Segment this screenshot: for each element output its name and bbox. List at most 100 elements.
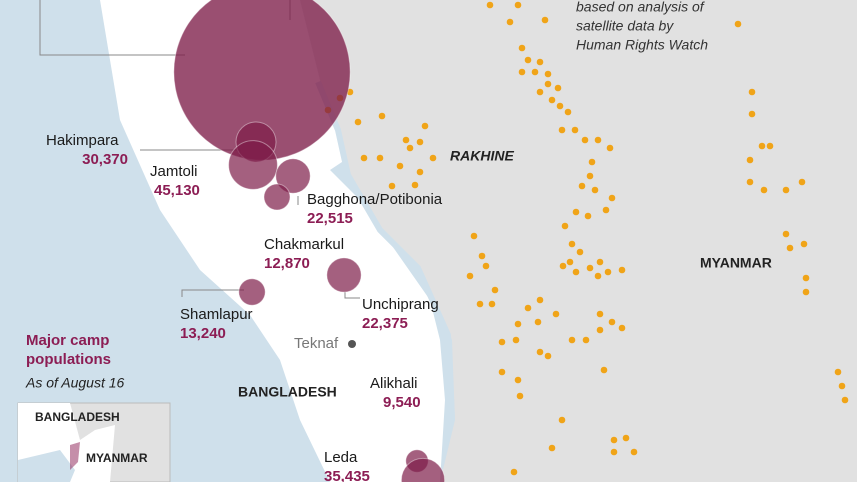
burned-village [746, 156, 754, 164]
burned-village [566, 258, 574, 266]
burned-village [568, 240, 576, 248]
burned-village [581, 136, 589, 144]
burned-village [518, 44, 526, 52]
burned-village [476, 300, 484, 308]
burned-village [576, 248, 584, 256]
burned-village [360, 154, 368, 162]
burned-village [416, 168, 424, 176]
camp-name: Shamlapur [180, 306, 253, 323]
burned-village [618, 324, 626, 332]
burned-village [582, 336, 590, 344]
burned-village [558, 126, 566, 134]
camp-population: 35,435 [324, 468, 370, 482]
burned-village [618, 266, 626, 274]
camp-population: 30,370 [82, 151, 128, 168]
camp-name: Bagghona/Potibonia [307, 191, 443, 208]
burned-village [552, 310, 560, 318]
burned-village [600, 366, 608, 374]
burned-village [536, 296, 544, 304]
burned-village [572, 268, 580, 276]
inset-area [70, 442, 80, 470]
burned-village [346, 88, 354, 96]
burned-village [802, 288, 810, 296]
burned-village [606, 144, 614, 152]
burned-village [376, 154, 384, 162]
burned-village [548, 96, 556, 104]
burned-village [514, 376, 522, 384]
burned-village [568, 336, 576, 344]
burned-village [748, 110, 756, 118]
burned-village [596, 310, 604, 318]
burned-village [541, 16, 549, 24]
camp-name: Hakimpara [46, 132, 119, 149]
burned-village [516, 392, 524, 400]
burned-village [506, 18, 514, 26]
burned-village [630, 448, 638, 456]
camp-bubble [238, 278, 266, 306]
region-label: RAKHINE [450, 148, 514, 164]
burned-village [478, 252, 486, 260]
legend-title: populations [26, 351, 111, 368]
burned-village [531, 68, 539, 76]
burned-village [594, 272, 602, 280]
burned-village [406, 144, 414, 152]
burned-village [564, 108, 572, 116]
burned-village [491, 286, 499, 294]
burned-village [554, 84, 562, 92]
burned-village [544, 80, 552, 88]
burned-village [838, 382, 846, 390]
burned-village [591, 186, 599, 194]
burned-village [482, 262, 490, 270]
burned-village [578, 182, 586, 190]
burned-village [556, 102, 564, 110]
burned-village [402, 136, 410, 144]
burned-village [378, 112, 386, 120]
legend-subtitle: As of August 16 [25, 375, 125, 391]
burned-village [536, 348, 544, 356]
burned-village [561, 222, 569, 230]
burned-village [622, 434, 630, 442]
camp-population: 13,240 [180, 325, 226, 342]
burned-village [518, 68, 526, 76]
camp-bubble [275, 158, 311, 194]
naf-river [315, 80, 455, 421]
burned-village [766, 142, 774, 150]
burned-village [486, 1, 494, 9]
burned-village [588, 158, 596, 166]
region-label: BANGLADESH [238, 384, 337, 400]
burned-village [594, 136, 602, 144]
camp-bubble [326, 257, 362, 293]
burned-village [782, 186, 790, 194]
burned-village [608, 194, 616, 202]
burned-village [514, 320, 522, 328]
note: based on analysis of [576, 0, 706, 15]
inset-label: MYANMAR [86, 451, 148, 465]
burned-village [536, 88, 544, 96]
burned-village [571, 126, 579, 134]
bangladesh-land [100, 0, 445, 482]
burned-village [396, 162, 404, 170]
burned-village [411, 181, 419, 189]
burned-village [798, 178, 806, 186]
camp-population: 12,870 [264, 255, 310, 272]
burned-village [416, 138, 424, 146]
burned-village [802, 274, 810, 282]
region-label: MYANMAR [700, 255, 772, 271]
camps [173, 0, 446, 482]
burned-village [510, 468, 518, 476]
burned-village [512, 336, 520, 344]
burned-village [610, 448, 618, 456]
burned-village [544, 70, 552, 78]
burned-village [354, 118, 362, 126]
burned-village [488, 300, 496, 308]
burned-village [584, 212, 592, 220]
burned-village [734, 20, 742, 28]
burned-village [498, 338, 506, 346]
burned-village [388, 182, 396, 190]
burned-village [498, 368, 506, 376]
inset-sea [18, 450, 75, 482]
burned-village [466, 272, 474, 280]
burned-village [586, 172, 594, 180]
burned-village [782, 230, 790, 238]
camp-population: 22,515 [307, 210, 353, 227]
